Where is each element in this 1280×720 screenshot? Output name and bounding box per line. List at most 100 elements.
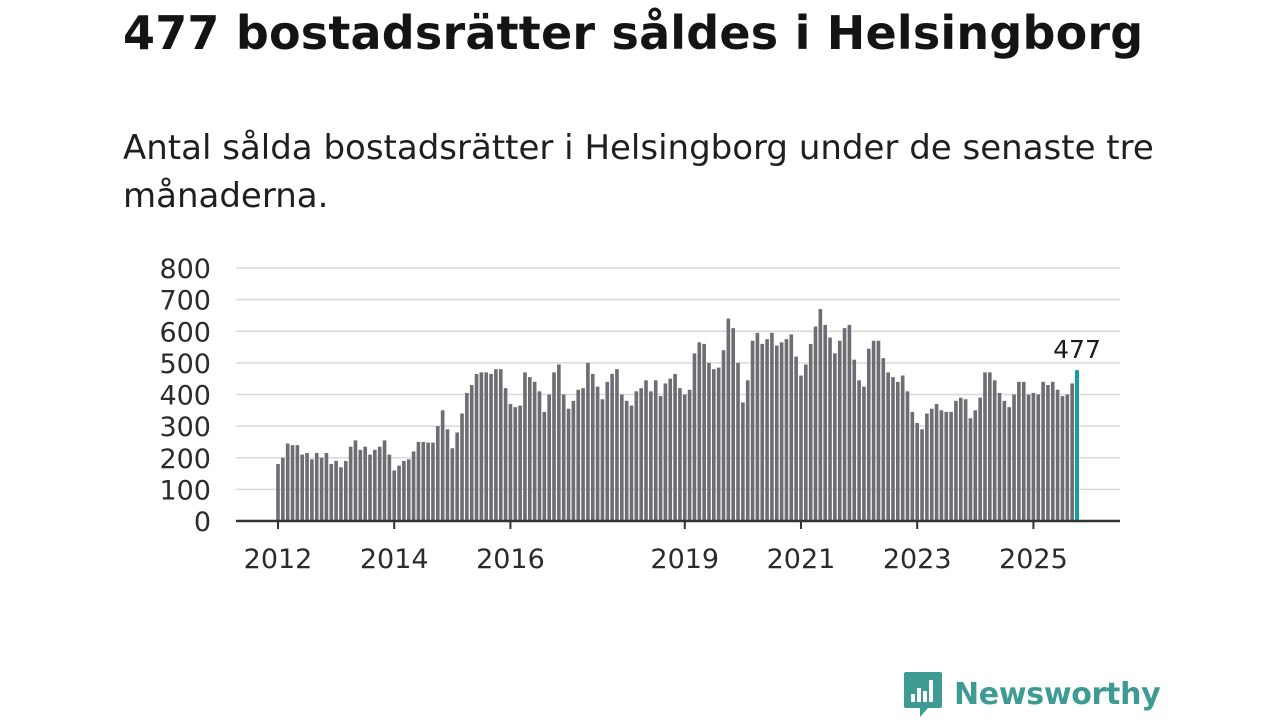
bar xyxy=(494,369,498,521)
bar xyxy=(954,400,958,521)
bar xyxy=(687,389,692,521)
bar xyxy=(450,448,455,521)
bar xyxy=(634,391,639,521)
bar xyxy=(813,326,818,521)
x-tick-label: 2019 xyxy=(650,544,719,575)
bar xyxy=(305,453,309,521)
bar xyxy=(862,386,866,521)
bar xyxy=(532,381,537,521)
bar xyxy=(377,446,382,521)
bar xyxy=(707,362,711,522)
bar xyxy=(547,394,551,521)
bar xyxy=(503,388,508,521)
brand-logo: Newsworthy xyxy=(902,670,1161,718)
bar xyxy=(610,373,614,521)
bar xyxy=(915,422,920,521)
newsworthy-logo-icon xyxy=(904,672,942,717)
x-tick-label: 2016 xyxy=(476,544,545,575)
x-tick-label: 2025 xyxy=(999,544,1068,575)
bar xyxy=(958,397,963,521)
bar xyxy=(527,377,532,521)
bar xyxy=(518,405,522,521)
bar xyxy=(736,362,740,522)
brand-name: Newsworthy xyxy=(954,676,1161,712)
bar xyxy=(963,399,968,521)
bar xyxy=(431,442,435,521)
y-tick-label: 600 xyxy=(159,317,211,348)
bar xyxy=(682,394,687,521)
bar xyxy=(692,353,697,521)
bar xyxy=(334,460,338,521)
bar xyxy=(426,442,430,521)
bar xyxy=(939,410,944,521)
bar xyxy=(600,399,605,521)
bar xyxy=(881,358,886,521)
bar xyxy=(944,411,949,521)
bar xyxy=(552,372,556,521)
bar xyxy=(760,343,765,521)
bar xyxy=(460,413,464,521)
bar xyxy=(949,411,953,521)
bar xyxy=(435,426,440,522)
bar xyxy=(586,362,590,522)
bar xyxy=(784,339,789,521)
bar xyxy=(416,441,421,521)
bar xyxy=(1036,394,1041,521)
y-tick-label: 700 xyxy=(159,286,211,317)
bar xyxy=(789,334,794,521)
x-tick-label: 2014 xyxy=(360,544,429,575)
bar xyxy=(411,451,416,521)
bar xyxy=(1021,381,1026,521)
bar xyxy=(295,445,300,521)
bar xyxy=(373,449,377,521)
bar xyxy=(489,373,493,521)
bar xyxy=(392,470,397,521)
bar xyxy=(818,309,823,521)
bar xyxy=(1070,383,1074,521)
bar xyxy=(542,411,547,521)
bar xyxy=(983,372,987,521)
bar xyxy=(871,340,876,521)
bar xyxy=(910,411,915,521)
bar xyxy=(1060,396,1065,521)
bar xyxy=(750,340,755,521)
bar xyxy=(1065,394,1070,521)
bar xyxy=(663,383,668,521)
bar xyxy=(905,391,910,521)
bar xyxy=(615,369,619,521)
bar xyxy=(300,454,305,521)
highlight-value-label: 477 xyxy=(1053,335,1101,364)
bar xyxy=(1007,407,1012,521)
bar xyxy=(842,328,847,521)
bar xyxy=(774,345,779,521)
bars xyxy=(276,309,1079,522)
bar xyxy=(498,369,503,521)
x-tick-label: 2021 xyxy=(767,544,836,575)
bar xyxy=(1002,400,1007,521)
bar xyxy=(779,342,784,521)
bar xyxy=(576,389,581,521)
bar xyxy=(368,454,372,521)
bar xyxy=(988,372,992,521)
bar xyxy=(644,380,648,521)
bar xyxy=(755,332,760,521)
y-tick-label: 200 xyxy=(159,444,211,475)
bar xyxy=(866,348,871,521)
bar xyxy=(896,381,900,521)
bar xyxy=(445,429,450,521)
bar xyxy=(799,375,803,521)
bar xyxy=(653,380,658,521)
bar xyxy=(702,343,706,521)
bar xyxy=(852,359,857,521)
bar xyxy=(668,378,673,521)
chart-title: 477 bostadsrätter såldes i Helsingborg xyxy=(123,6,1144,60)
bar xyxy=(1055,389,1060,521)
bar xyxy=(716,367,721,521)
bar xyxy=(900,375,905,521)
bar xyxy=(620,394,624,521)
bar xyxy=(382,440,387,521)
y-tick-label: 300 xyxy=(159,412,211,443)
bar xyxy=(523,372,527,521)
